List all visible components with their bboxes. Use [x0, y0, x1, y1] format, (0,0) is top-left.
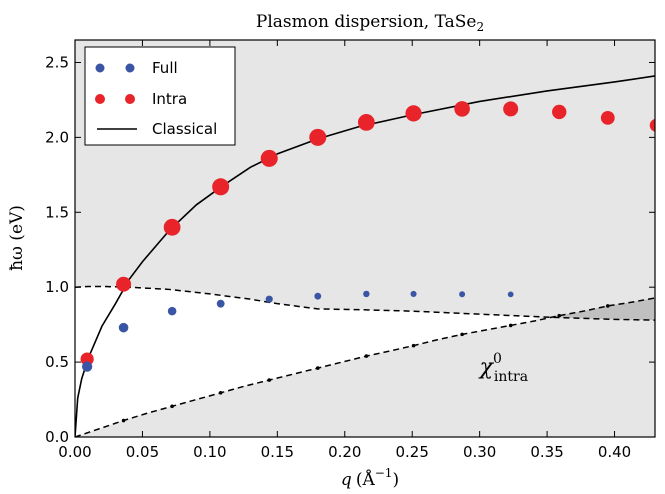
x-axis-label: q (Å−1) — [341, 466, 399, 490]
full-point — [216, 299, 225, 308]
full-point — [363, 290, 370, 298]
intraband-boundary-point — [460, 332, 464, 337]
legend-intra-marker-2 — [125, 94, 135, 104]
chart-title-subscript: 2 — [476, 20, 484, 34]
classical-line — [75, 75, 655, 437]
intraband-boundary-point — [557, 313, 562, 318]
y-tick-label: 1.5 — [45, 203, 69, 221]
x-axis-label-unit-sup: −1 — [375, 466, 393, 480]
chi-annotation: χ0 intra — [478, 351, 528, 385]
x-tick-label: 0.35 — [530, 443, 563, 461]
intraband-boundary-point — [170, 404, 174, 409]
x-axis-label-unit: (Å — [356, 469, 376, 490]
plot-area — [75, 75, 655, 437]
intraband-boundary-point — [411, 343, 416, 348]
chart-title-main: Plasmon dispersion, TaSe — [256, 12, 477, 32]
x-tick-label: 0.00 — [58, 443, 91, 461]
legend-full-marker-1 — [95, 63, 105, 73]
axis-ticks: 0.00 0.05 0.10 0.15 0.20 0.25 0.30 0.35 0.40 0.0 0… — [45, 40, 655, 461]
intraband-boundary-point — [605, 304, 610, 308]
x-tick-label: 0.10 — [193, 443, 226, 461]
full-point — [265, 295, 273, 303]
intra-point — [163, 218, 181, 236]
x-tick-label: 0.05 — [126, 443, 159, 461]
full-point — [507, 291, 514, 298]
intra-point — [357, 113, 375, 131]
intra-point — [212, 178, 230, 196]
x-tick-label: 0.40 — [598, 443, 631, 461]
full-point — [81, 361, 93, 372]
intra-point — [503, 101, 519, 117]
full-point — [459, 291, 466, 298]
interband-boundary-line — [75, 285, 655, 321]
intra-point — [405, 105, 422, 122]
legend-intra-marker-1 — [95, 94, 105, 104]
x-tick-label: 0.20 — [328, 443, 361, 461]
y-tick-label: 2.0 — [45, 128, 69, 146]
legend-full-label: Full — [152, 59, 178, 77]
legend: Full Intra Classical — [84, 46, 236, 146]
intra-point — [260, 149, 278, 167]
x-axis-label-variable: q — [341, 470, 352, 490]
intra-point — [649, 118, 655, 132]
x-axis-label-unit-close: ) — [392, 470, 399, 490]
legend-classical-label: Classical — [152, 120, 217, 138]
intra-point — [552, 104, 567, 120]
intra-point — [454, 101, 470, 117]
y-tick-label: 0.5 — [45, 353, 69, 371]
x-tick-label: 0.30 — [463, 443, 496, 461]
plot-frame — [74, 39, 656, 438]
full-point — [118, 322, 129, 333]
legend-intra-label: Intra — [152, 90, 187, 108]
overlap-band — [539, 297, 655, 321]
legend-full-marker-2 — [125, 63, 135, 73]
y-axis-label: ħω (eV) — [7, 205, 27, 271]
y-tick-label: 2.5 — [45, 53, 69, 71]
chart-title: Plasmon dispersion, TaSe2 — [256, 12, 484, 34]
full-point — [410, 290, 417, 297]
intraband-boundary-point — [508, 323, 513, 328]
legend-box — [84, 46, 236, 146]
intraband-boundary-point — [315, 366, 320, 370]
intraband-boundary-point — [267, 378, 272, 382]
full-point — [314, 292, 322, 300]
intra-point — [600, 111, 615, 125]
intra-point — [309, 128, 327, 146]
intra-point — [116, 276, 132, 292]
y-tick-label: 1.0 — [45, 278, 69, 296]
intraband-boundary-point — [218, 391, 223, 395]
y-tick-label: 0.0 — [45, 428, 69, 446]
gap-region — [75, 286, 548, 437]
x-tick-label: 0.25 — [396, 443, 429, 461]
intraband-boundary-point — [121, 418, 126, 423]
full-point — [167, 306, 177, 316]
intraband-boundary-point — [364, 354, 369, 358]
x-tick-label: 0.15 — [261, 443, 294, 461]
intra-point — [80, 352, 94, 366]
